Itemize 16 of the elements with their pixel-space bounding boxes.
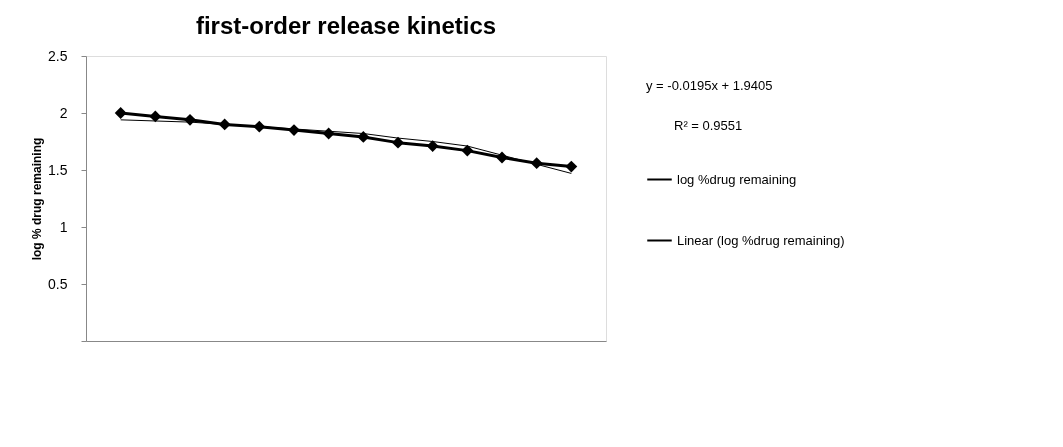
point	[565, 160, 578, 173]
y-tick-label: 0.5	[48, 275, 68, 292]
point	[114, 107, 127, 119]
chart-title: first-order release kinetics	[195, 12, 497, 39]
legend-label: log %drug remaining	[677, 171, 797, 187]
y-tick-label: 2	[59, 104, 68, 121]
point	[357, 131, 370, 143]
y-tick-label: 1	[59, 218, 68, 235]
legend-label: Linear (log %drug remaining)	[677, 232, 845, 248]
y-tick-label: 1.5	[48, 161, 68, 178]
y-tick-label: 2.5	[48, 47, 68, 64]
point	[426, 140, 439, 152]
y-axis-title: log % drug remaining	[30, 137, 45, 261]
point	[392, 136, 404, 149]
text: y = -0.0195x + 1.9405	[646, 78, 773, 93]
text: R² = 0.9551	[674, 118, 743, 133]
